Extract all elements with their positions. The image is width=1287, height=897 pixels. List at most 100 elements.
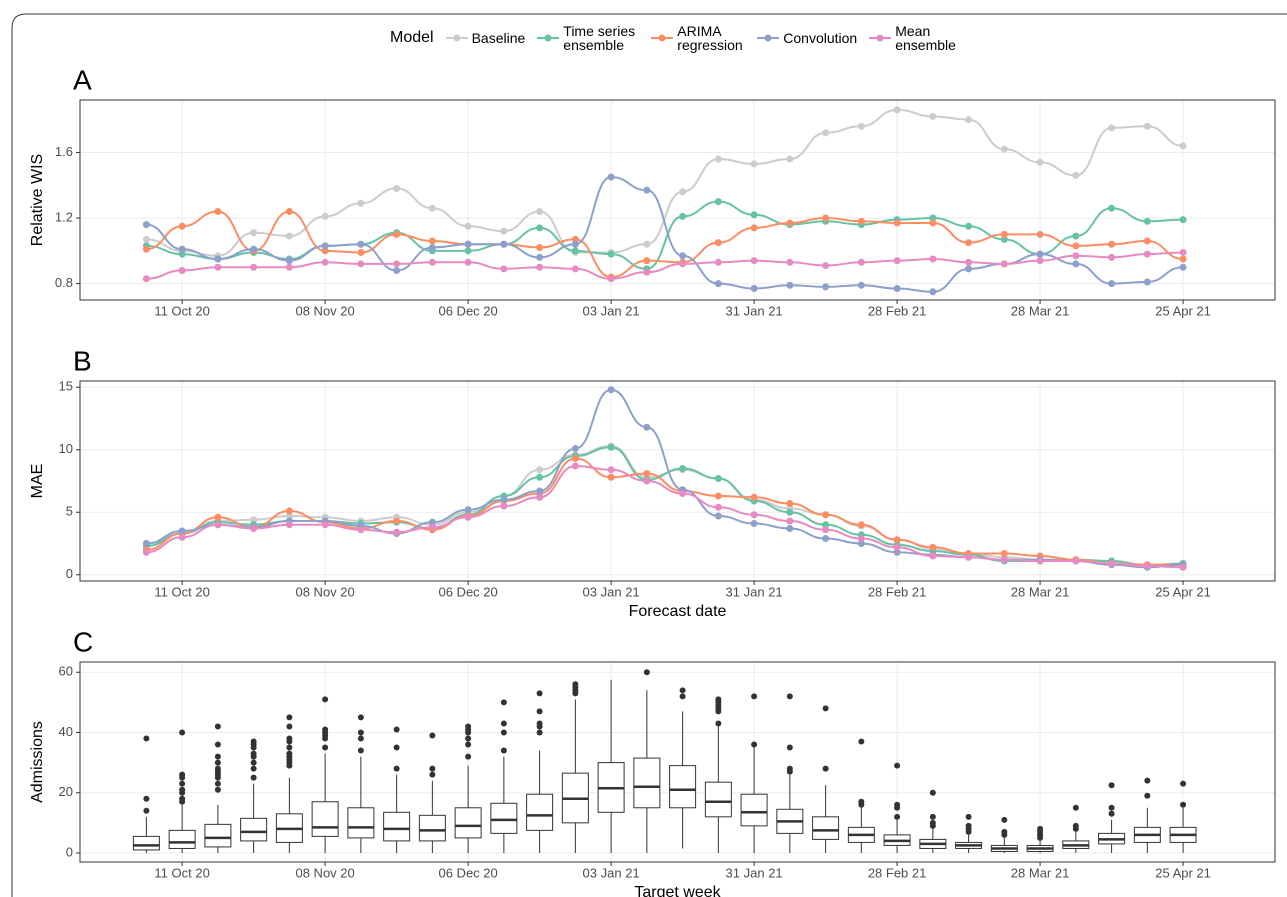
- data-point: [679, 260, 687, 268]
- data-point: [1108, 240, 1116, 248]
- box: [204, 823, 232, 848]
- data-point: [571, 240, 579, 248]
- legend-label: Time series ensemble: [563, 23, 636, 53]
- data-point: [536, 224, 544, 232]
- data-point: [1072, 171, 1080, 179]
- data-point: [750, 520, 758, 527]
- data-point: [285, 257, 293, 265]
- data-point: [536, 466, 544, 474]
- data-point: [500, 240, 508, 248]
- data-point: [571, 462, 579, 470]
- data-point: [679, 212, 687, 220]
- data-point: [714, 198, 722, 206]
- data-point: [1072, 252, 1080, 260]
- box: [669, 765, 697, 809]
- outlier: [786, 765, 793, 772]
- data-point: [214, 263, 222, 271]
- outlier: [1037, 825, 1044, 832]
- outlier: [357, 714, 364, 721]
- box: [812, 816, 840, 840]
- data-point: [822, 521, 830, 529]
- data-point: [714, 492, 722, 500]
- data-point: [750, 511, 758, 519]
- data-point: [607, 173, 615, 181]
- data-point: [1143, 122, 1151, 130]
- data-point: [965, 222, 973, 230]
- outlier: [465, 723, 472, 730]
- x-tick-label: 25 Apr 21: [1155, 584, 1211, 599]
- legend-label: ARIMA regression: [677, 23, 743, 53]
- legend-key: [757, 34, 780, 42]
- data-point: [536, 473, 544, 481]
- data-point: [178, 266, 186, 274]
- data-point: [571, 445, 579, 452]
- data-point: [965, 239, 973, 247]
- data-point: [1108, 253, 1116, 261]
- data-point: [1000, 145, 1008, 153]
- data-point: [250, 263, 258, 271]
- data-point: [714, 475, 722, 482]
- outlier: [643, 669, 650, 676]
- outlier: [214, 759, 221, 766]
- data-point: [285, 507, 293, 515]
- data-point: [428, 523, 436, 531]
- data-point: [285, 263, 293, 271]
- data-point: [393, 230, 401, 238]
- outlier: [822, 705, 829, 712]
- data-point: [393, 528, 401, 536]
- legend-entry: Convolution: [757, 31, 857, 45]
- data-point: [1072, 242, 1080, 250]
- data-point: [965, 553, 973, 561]
- data-point: [464, 506, 472, 514]
- data-point: [357, 260, 365, 268]
- legend-entry: Time series ensemble: [537, 24, 639, 52]
- y-tick-label: 60: [59, 664, 73, 679]
- data-point: [643, 470, 651, 477]
- data-point: [142, 221, 150, 229]
- data-point: [1000, 260, 1008, 268]
- data-point: [536, 253, 544, 261]
- data-point: [321, 247, 329, 255]
- box: [347, 807, 375, 839]
- data-point: [178, 245, 186, 253]
- data-point: [786, 517, 794, 525]
- outlier: [357, 735, 364, 742]
- outlier: [572, 681, 579, 688]
- data-point: [750, 493, 758, 501]
- x-tick-label: 28 Feb 21: [868, 303, 927, 318]
- data-point: [428, 244, 436, 252]
- outlier: [393, 726, 400, 733]
- data-point: [1143, 562, 1151, 570]
- x-tick-label: 28 Mar 21: [1011, 584, 1070, 599]
- box: [454, 807, 482, 839]
- box: [740, 793, 768, 827]
- outlier: [393, 765, 400, 772]
- data-point: [142, 540, 150, 547]
- data-point: [714, 239, 722, 247]
- outlier: [322, 726, 329, 733]
- legend-entry: ARIMA regression: [651, 24, 745, 52]
- outlier: [894, 801, 901, 808]
- data-point: [822, 262, 830, 270]
- outlier: [536, 708, 543, 715]
- legend-key: [445, 34, 468, 42]
- data-point: [893, 106, 901, 114]
- data-point: [321, 521, 329, 529]
- data-point: [786, 525, 794, 532]
- data-point: [643, 257, 651, 265]
- data-point: [1000, 556, 1008, 564]
- x-tick-label: 11 Oct 20: [154, 865, 209, 880]
- y-tick-label: 15: [59, 379, 73, 394]
- data-point: [714, 155, 722, 163]
- outlier: [250, 765, 257, 772]
- data-point: [1072, 232, 1080, 240]
- x-tick-label: 06 Dec 20: [438, 303, 497, 318]
- y-tick-label: 40: [59, 724, 73, 739]
- outlier: [1144, 777, 1151, 784]
- outlier: [286, 714, 293, 721]
- data-point: [679, 490, 687, 497]
- x-tick-label: 08 Nov 20: [295, 303, 354, 318]
- data-point: [857, 540, 865, 547]
- outlier: [250, 750, 257, 757]
